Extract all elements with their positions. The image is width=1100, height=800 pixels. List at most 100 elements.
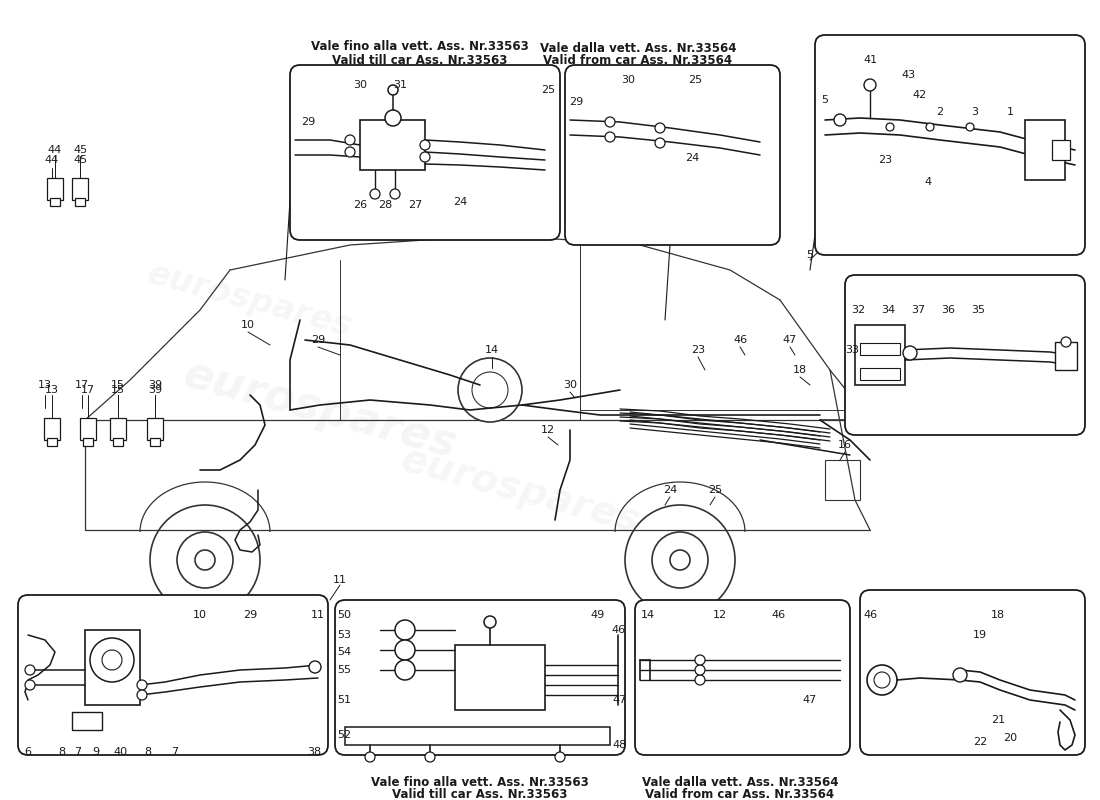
Bar (345, 727, 610, 745)
Bar (44, 418, 60, 440)
Text: 12: 12 (713, 610, 727, 620)
FancyBboxPatch shape (815, 35, 1085, 255)
Bar (75, 198, 85, 206)
Text: 15: 15 (111, 380, 125, 390)
Text: 30: 30 (563, 380, 578, 390)
Bar (85, 630, 140, 705)
Text: 25: 25 (688, 75, 702, 85)
Text: 39: 39 (147, 385, 162, 395)
Circle shape (695, 675, 705, 685)
Text: Valid from car Ass. Nr.33564: Valid from car Ass. Nr.33564 (646, 789, 835, 800)
Text: 2: 2 (936, 107, 944, 117)
Circle shape (395, 640, 415, 660)
Bar (825, 460, 860, 500)
Text: 46: 46 (733, 335, 747, 345)
Text: 11: 11 (333, 575, 346, 585)
Text: 12: 12 (541, 425, 556, 435)
Text: 39: 39 (147, 380, 162, 390)
Circle shape (388, 85, 398, 95)
Text: 35: 35 (971, 305, 984, 315)
Text: 45: 45 (73, 155, 87, 165)
Circle shape (385, 110, 402, 126)
FancyBboxPatch shape (565, 65, 780, 245)
Bar (1052, 140, 1070, 160)
Text: 30: 30 (621, 75, 635, 85)
Text: 8: 8 (144, 747, 152, 757)
Bar (150, 438, 160, 446)
Bar (147, 418, 163, 440)
Circle shape (695, 665, 705, 675)
Circle shape (25, 680, 35, 690)
Text: 46: 46 (610, 625, 625, 635)
Circle shape (138, 690, 147, 700)
Text: 13: 13 (45, 385, 59, 395)
Circle shape (625, 505, 735, 615)
Bar (47, 178, 63, 200)
Text: 23: 23 (691, 345, 705, 355)
Circle shape (150, 505, 260, 615)
Text: 14: 14 (485, 345, 499, 355)
Text: 44: 44 (45, 155, 59, 165)
Circle shape (195, 550, 214, 570)
Circle shape (370, 189, 379, 199)
Text: Vale fino alla vett. Ass. Nr.33563: Vale fino alla vett. Ass. Nr.33563 (371, 775, 588, 789)
Circle shape (654, 138, 666, 148)
Text: eurospares: eurospares (178, 353, 462, 467)
Bar (80, 418, 96, 440)
FancyBboxPatch shape (336, 600, 625, 755)
Bar (855, 325, 905, 385)
Text: 40: 40 (113, 747, 128, 757)
FancyBboxPatch shape (860, 590, 1085, 755)
Text: 15: 15 (111, 385, 125, 395)
Text: 41: 41 (862, 55, 877, 65)
Text: 29: 29 (243, 610, 257, 620)
Text: eurospares: eurospares (144, 257, 356, 343)
Circle shape (90, 638, 134, 682)
Circle shape (864, 79, 876, 91)
Circle shape (605, 117, 615, 127)
Circle shape (395, 660, 415, 680)
Text: 7: 7 (172, 747, 178, 757)
Bar (113, 438, 123, 446)
Circle shape (102, 650, 122, 670)
Circle shape (1062, 337, 1071, 347)
Text: 28: 28 (378, 200, 392, 210)
Circle shape (365, 752, 375, 762)
Text: 24: 24 (453, 197, 468, 207)
Text: 26: 26 (353, 200, 367, 210)
Circle shape (345, 135, 355, 145)
Bar (860, 343, 900, 355)
Text: 52: 52 (337, 730, 351, 740)
Text: 17: 17 (81, 385, 95, 395)
Text: 11: 11 (311, 610, 324, 620)
Text: 5: 5 (806, 250, 814, 260)
Text: 29: 29 (301, 117, 315, 127)
Text: 16: 16 (838, 440, 853, 450)
Circle shape (420, 140, 430, 150)
Text: 18: 18 (793, 365, 807, 375)
Text: 3: 3 (971, 107, 979, 117)
Text: 10: 10 (241, 320, 255, 330)
Text: 27: 27 (408, 200, 422, 210)
Text: 47: 47 (783, 335, 798, 345)
Text: 9: 9 (92, 747, 100, 757)
Text: 13: 13 (39, 380, 52, 390)
Text: 23: 23 (878, 155, 892, 165)
FancyBboxPatch shape (290, 65, 560, 240)
Circle shape (484, 616, 496, 628)
Text: 37: 37 (911, 305, 925, 315)
Text: 19: 19 (972, 630, 987, 640)
Circle shape (309, 661, 321, 673)
Bar (72, 178, 88, 200)
Circle shape (834, 114, 846, 126)
Text: 5: 5 (822, 95, 828, 105)
Bar (82, 438, 94, 446)
Text: Vale dalla vett. Ass. Nr.33564: Vale dalla vett. Ass. Nr.33564 (641, 775, 838, 789)
Text: 20: 20 (1003, 733, 1018, 743)
Text: Valid till car Ass. Nr.33563: Valid till car Ass. Nr.33563 (393, 789, 568, 800)
Bar (860, 368, 900, 380)
Circle shape (867, 665, 896, 695)
Bar (47, 438, 57, 446)
Text: 50: 50 (337, 610, 351, 620)
Circle shape (395, 620, 415, 640)
